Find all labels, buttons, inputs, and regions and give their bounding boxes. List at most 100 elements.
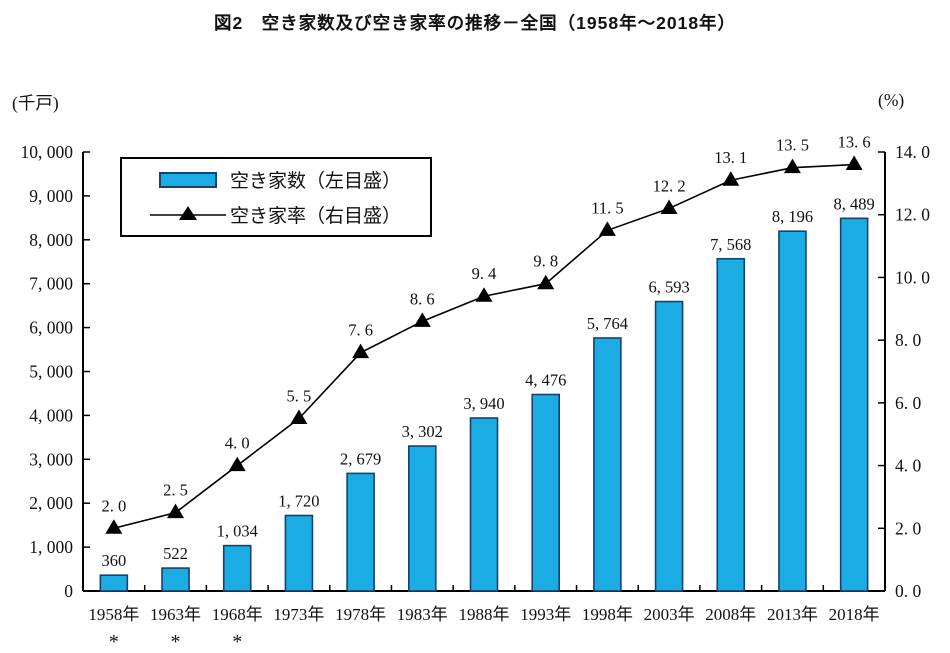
asterisk-footnote-mark: * <box>232 631 242 653</box>
legend-label-line: 空き家率（右目盛） <box>230 205 402 227</box>
left-axis-tick-label: 5, 000 <box>29 362 73 382</box>
right-axis-tick-label: 8. 0 <box>895 330 922 350</box>
bar-value-label: 7, 568 <box>710 235 751 254</box>
bar-value-label: 8, 489 <box>834 194 875 213</box>
bar <box>408 445 437 592</box>
rate-value-label: 9. 4 <box>472 264 497 283</box>
bar-value-labels: 360 522 1, 034 1, 720 2, 679 3, 302 3, 940 4, 4… <box>101 194 874 570</box>
bar <box>778 230 807 592</box>
bar-value-label: 8, 196 <box>772 207 813 226</box>
triangle-marker <box>352 343 370 359</box>
bar-value-label: 522 <box>163 544 188 563</box>
rate-value-label: 13. 1 <box>714 148 747 167</box>
chart-title: 図2 空き家数及び空き家率の推移－全国（1958年～2018年） <box>213 13 737 33</box>
rate-value-label: 13. 6 <box>838 133 871 152</box>
left-axis-tick-label: 6, 000 <box>29 318 73 338</box>
triangle-marker <box>598 221 616 236</box>
rate-value-label: 2. 0 <box>101 496 126 515</box>
right-axis-unit-label: (%) <box>878 90 905 110</box>
bar <box>469 417 499 592</box>
bar-value-label: 6, 593 <box>648 278 689 297</box>
asterisk-footnote-mark: * <box>171 631 181 653</box>
rate-value-label: 4. 0 <box>225 434 250 453</box>
left-axis-unit-label: (千戸) <box>12 93 59 113</box>
right-axis-tick-label: 10. 0 <box>895 267 930 287</box>
bar <box>716 257 746 592</box>
triangle-marker <box>413 312 431 327</box>
triangle-marker <box>722 171 740 186</box>
year-label: 2013年 <box>767 605 818 624</box>
rate-value-label: 7. 6 <box>348 321 373 340</box>
bar-value-label: 3, 302 <box>402 422 443 441</box>
year-label: 1983年 <box>397 605 448 624</box>
triangle-marker <box>290 409 308 425</box>
left-axis-tick-label: 10, 000 <box>21 142 74 162</box>
bar <box>531 393 560 592</box>
bar <box>654 300 684 592</box>
triangle-marker <box>228 456 246 472</box>
bar <box>222 544 252 592</box>
legend-label-bars: 空き家数（左目盛） <box>230 171 402 193</box>
triangle-marker <box>783 158 801 174</box>
legend-row-line: 空き家率（右目盛） <box>148 201 430 228</box>
bar <box>99 574 129 592</box>
year-label: 1978年 <box>335 605 386 624</box>
bar-value-label: 360 <box>101 551 126 570</box>
left-axis-tick-label: 1, 000 <box>29 537 73 557</box>
year-label: 1993年 <box>520 605 571 624</box>
year-label: 2008年 <box>705 605 756 624</box>
rate-line-series <box>105 155 863 534</box>
right-axis-tick-label: 4. 0 <box>895 456 922 476</box>
year-label: 1963年 <box>150 605 201 624</box>
right-axis-tick-label: 12. 0 <box>895 205 930 225</box>
bar <box>284 514 314 592</box>
year-label: 1958年 <box>88 605 139 624</box>
triangle-marker <box>660 199 678 214</box>
line-triangle-marker-icon <box>148 204 228 224</box>
category-axis-labels: 1958年 * 1963年 * 1968年 * 1973年 1978年 1983年 1988年 19… <box>88 605 879 653</box>
year-label: 2003年 <box>644 605 695 624</box>
bar-value-label: 3, 940 <box>463 394 504 413</box>
triangle-marker <box>475 287 493 302</box>
year-label: 2018年 <box>829 605 880 624</box>
triangle-marker <box>105 519 123 534</box>
year-label: 1973年 <box>273 605 324 624</box>
right-axis-tick-label: 14. 0 <box>895 142 930 162</box>
axes: 0 1, 000 2, 000 3, 000 4, 000 5, 000 6, 000 7, … <box>21 142 931 601</box>
bar-series <box>99 217 869 592</box>
left-axis-tick-label: 4, 000 <box>29 405 73 425</box>
right-axis-tick-label: 6. 0 <box>895 393 922 413</box>
year-label: 1988年 <box>459 605 510 624</box>
rate-value-label: 12. 2 <box>653 176 686 195</box>
year-label: 1968年 <box>212 605 263 624</box>
triangle-marker <box>167 503 185 519</box>
triangle-marker <box>845 155 863 171</box>
bar <box>839 217 869 592</box>
right-axis-tick-label: 2. 0 <box>895 518 922 538</box>
bar-value-label: 1, 720 <box>278 491 319 510</box>
bar-value-label: 2, 679 <box>340 449 381 468</box>
right-axis-tick-label: 0. 0 <box>895 581 922 601</box>
bar-swatch <box>159 171 217 188</box>
rate-value-label: 2. 5 <box>163 481 188 500</box>
bar-value-label: 1, 034 <box>217 522 258 541</box>
chart-legend: 空き家数（左目盛） 空き家率（右目盛） <box>120 157 432 237</box>
legend-row-bars: 空き家数（左目盛） <box>148 166 430 193</box>
bar-value-label: 4, 476 <box>525 371 566 390</box>
bar <box>346 472 375 592</box>
rate-value-label: 13. 5 <box>776 136 809 155</box>
rate-value-labels: 2. 0 2. 5 4. 0 5. 5 7. 6 8. 6 9. 4 9. 8 11. 5 12.… <box>101 133 870 516</box>
left-axis-tick-label: 3, 000 <box>29 449 73 469</box>
triangle-marker <box>537 274 555 290</box>
left-axis-tick-label: 8, 000 <box>29 230 73 250</box>
bar <box>593 337 622 592</box>
left-axis-tick-label: 7, 000 <box>29 274 73 294</box>
bar-swatch-icon <box>148 171 228 188</box>
left-axis-tick-label: 0 <box>64 581 73 601</box>
asterisk-footnote-mark: * <box>109 631 119 653</box>
rate-value-label: 8. 6 <box>410 289 435 308</box>
rate-value-label: 5. 5 <box>287 387 312 406</box>
bar <box>161 567 190 592</box>
left-axis-tick-label: 9, 000 <box>29 186 73 206</box>
